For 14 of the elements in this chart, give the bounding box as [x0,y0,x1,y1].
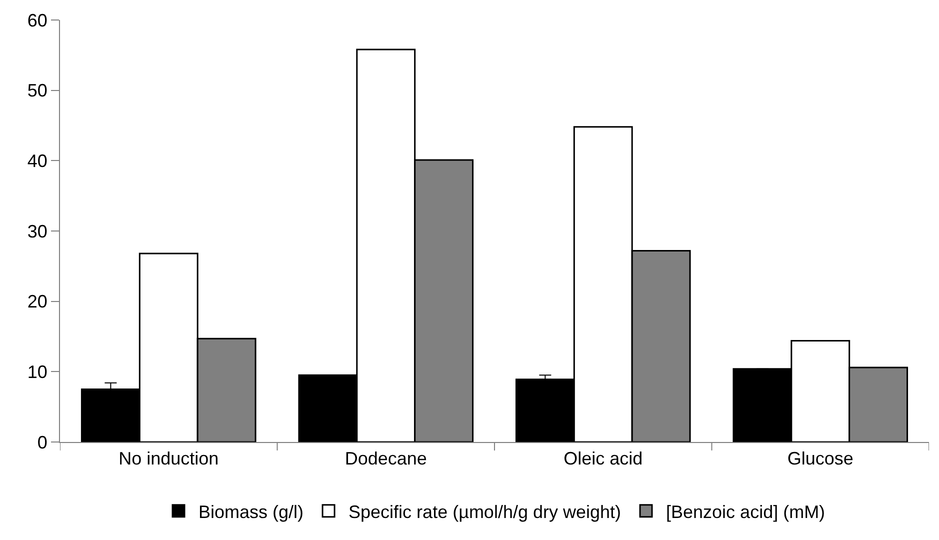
y-tick-label: 60 [27,10,48,30]
y-tick-label: 20 [27,292,48,312]
legend-label: [Benzoic acid] (mM) [666,502,826,522]
legend-label: Specific rate (µmol/h/g dry weight) [348,502,622,522]
y-tick-label: 0 [37,432,48,452]
y-tick-label: 10 [27,362,48,382]
y-tick-label: 30 [27,221,48,242]
legend-label: Biomass (g/l) [198,502,304,522]
x-tick-label: No induction [118,448,219,469]
x-tick-label: Dodecane [344,448,427,469]
x-tick-label: Oleic acid [564,448,643,469]
x-tick-label: Glucose [787,448,854,469]
y-tick-label: 40 [27,150,48,171]
y-tick-label: 50 [27,80,48,101]
